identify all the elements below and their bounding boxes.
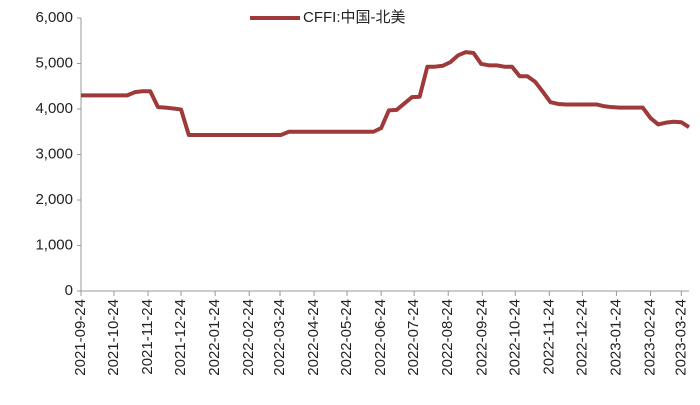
y-tick-label: 4,000 (35, 100, 73, 117)
x-tick-label: 2022-05-24 (338, 299, 355, 376)
x-tick-label: 2021-11-24 (139, 299, 156, 375)
x-tick-label: 2022-07-24 (405, 299, 422, 376)
x-tick-label: 2021-12-24 (172, 299, 189, 376)
y-tick-label: 5,000 (35, 54, 73, 71)
x-tick-label: 2022-03-24 (271, 299, 288, 376)
x-tick-label: 2022-06-24 (372, 299, 389, 376)
x-tick-label: 2022-04-24 (305, 299, 322, 376)
x-tick-label: 2022-09-24 (473, 299, 490, 376)
x-tick-label: 2022-08-24 (439, 299, 456, 376)
y-tick-label: 2,000 (35, 191, 73, 208)
legend-label: CFFI:中国-北美 (303, 9, 406, 26)
y-tick-label: 6,000 (35, 9, 73, 26)
y-tick-label: 0 (65, 282, 73, 299)
x-tick-label: 2022-12-24 (573, 299, 590, 376)
x-tick-label: 2022-10-24 (506, 299, 523, 376)
line (81, 50, 691, 137)
x-tick-label: 2023-01-24 (607, 299, 624, 376)
x-tick-label: 2021-09-24 (72, 299, 89, 376)
x-tick-label: 2022-01-24 (206, 299, 223, 376)
y-tick-label: 1,000 (35, 236, 73, 253)
x-tick-label: 2021-10-24 (105, 299, 122, 376)
x-tick-label: 2023-03-24 (672, 299, 689, 376)
x-tick-label: 2022-11-24 (540, 299, 557, 375)
x-tick-label: 2022-02-24 (240, 299, 257, 376)
y-tick-label: 3,000 (35, 145, 73, 162)
x-tick-label: 2023-02-24 (641, 299, 658, 376)
